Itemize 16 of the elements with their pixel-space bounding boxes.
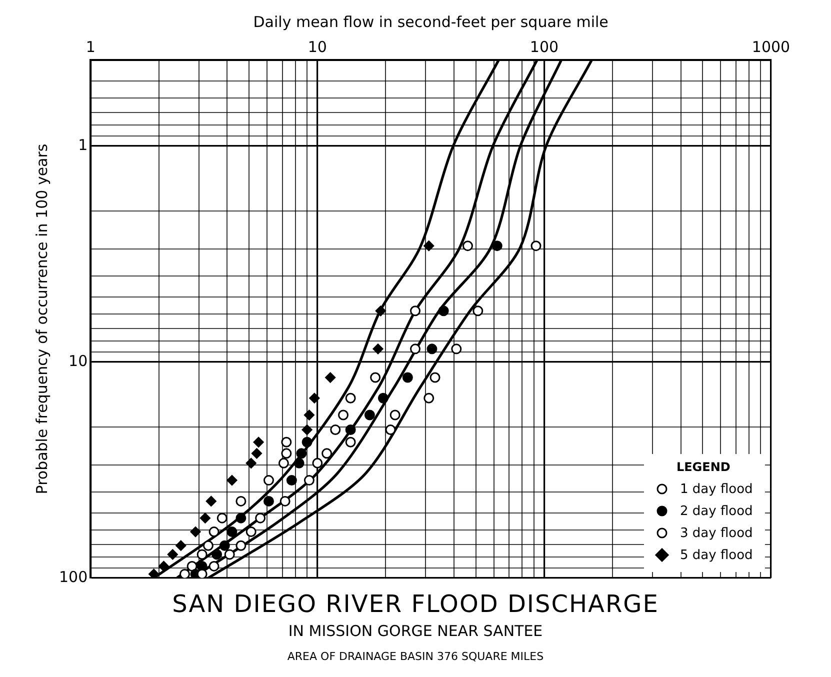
text: SAN DIEGO RIVER FLOOD DISCHARGE xyxy=(171,590,660,618)
y-axis-title: Probable frequency of occurrence in 100 years xyxy=(32,144,51,494)
y-tick-label: 1 xyxy=(78,136,88,154)
text: IN MISSION GORGE NEAR SANTEE xyxy=(287,622,544,640)
legend-label: 5 day flood xyxy=(680,548,753,562)
legend-label: 3 day flood xyxy=(680,526,753,540)
x-tick-label: 100 xyxy=(530,38,559,56)
text: AREA OF DRAINAGE BASIN 376 SQUARE MILES xyxy=(286,650,545,663)
legend-title: LEGEND xyxy=(675,460,732,474)
legend-label: 1 day flood xyxy=(680,482,753,496)
y-tick-label: 100 xyxy=(58,568,88,586)
legend-label: 2 day flood xyxy=(680,504,753,518)
x-axis-title: Daily mean flow in second-feet per square mile xyxy=(253,12,608,31)
y-tick-label: 10 xyxy=(68,352,88,370)
x-tick-label: 1000 xyxy=(752,38,790,56)
x-tick-label: 10 xyxy=(308,38,327,56)
